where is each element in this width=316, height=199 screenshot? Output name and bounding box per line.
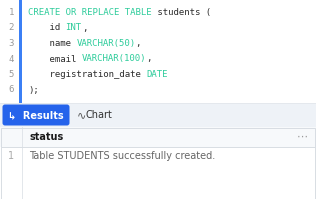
Bar xyxy=(0,127,316,147)
Text: INT: INT xyxy=(66,23,82,32)
Text: 6: 6 xyxy=(9,86,14,95)
Text: 1: 1 xyxy=(9,8,14,17)
Text: ∿: ∿ xyxy=(77,110,86,120)
Text: email: email xyxy=(28,55,82,63)
Text: Table STUDENTS successfully created.: Table STUDENTS successfully created. xyxy=(29,151,215,161)
Text: Chart: Chart xyxy=(86,110,113,120)
Bar xyxy=(19,0,22,103)
Text: ⋯: ⋯ xyxy=(297,132,308,142)
Text: 4: 4 xyxy=(9,55,14,63)
FancyBboxPatch shape xyxy=(3,104,70,126)
Text: 2: 2 xyxy=(9,23,14,32)
Text: 1: 1 xyxy=(8,151,14,161)
Text: registration_date: registration_date xyxy=(28,70,146,79)
Bar xyxy=(0,0,316,103)
Text: 5: 5 xyxy=(9,70,14,79)
Bar xyxy=(0,127,316,199)
Text: ,: , xyxy=(146,55,152,63)
Text: VARCHAR(50): VARCHAR(50) xyxy=(76,39,136,48)
Bar xyxy=(0,103,316,127)
Text: 3: 3 xyxy=(9,39,14,48)
Text: );: ); xyxy=(28,86,39,95)
Text: students (: students ( xyxy=(152,8,211,17)
Text: name: name xyxy=(28,39,76,48)
Text: CREATE OR REPLACE TABLE: CREATE OR REPLACE TABLE xyxy=(28,8,152,17)
Text: ↳  Results: ↳ Results xyxy=(8,110,64,120)
Text: ,: , xyxy=(136,39,141,48)
Text: VARCHAR(100): VARCHAR(100) xyxy=(82,55,146,63)
Text: id: id xyxy=(28,23,66,32)
Text: ,: , xyxy=(82,23,87,32)
Text: status: status xyxy=(29,132,63,142)
Text: DATE: DATE xyxy=(146,70,168,79)
